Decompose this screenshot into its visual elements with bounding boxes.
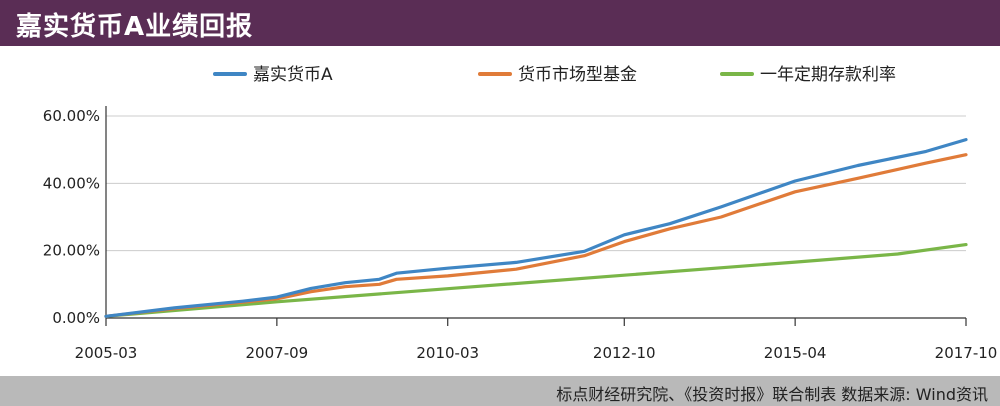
x-tick-label: 2007-09 <box>246 344 309 362</box>
y-tick-label: 40.00% <box>43 174 100 192</box>
x-tick-label: 2005-03 <box>75 344 138 362</box>
y-tick-label: 20.00% <box>43 242 100 260</box>
line-chart: 0.00% 20.00% 40.00% 60.00% 2005-03 2007-09 201… <box>43 65 998 362</box>
series-line <box>104 137 968 318</box>
source-note: 标点财经研究院、《投资时报》联合制表 数据来源: Wind资讯 <box>556 385 988 404</box>
legend-label: 货币市场型基金 <box>518 65 637 85</box>
page-title: 嘉实货币A业绩回报 <box>16 12 254 42</box>
y-tick-label: 60.00% <box>43 107 100 125</box>
footer-bar: 标点财经研究院、《投资时报》联合制表 数据来源: Wind资讯 <box>0 376 1000 406</box>
y-tick-label: 0.00% <box>52 309 100 327</box>
x-tick-label: 2015-04 <box>764 344 827 362</box>
x-tick-label: 2012-10 <box>593 344 656 362</box>
header-bar: 嘉实货币A业绩回报 <box>0 0 1000 46</box>
legend-label: 嘉实货币A <box>253 65 333 85</box>
series-line <box>104 243 968 318</box>
legend-label: 一年定期存款利率 <box>760 65 896 85</box>
x-tick-label: 2010-03 <box>416 344 479 362</box>
x-tick-label: 2017-10 <box>935 344 998 362</box>
series-line <box>104 153 968 318</box>
